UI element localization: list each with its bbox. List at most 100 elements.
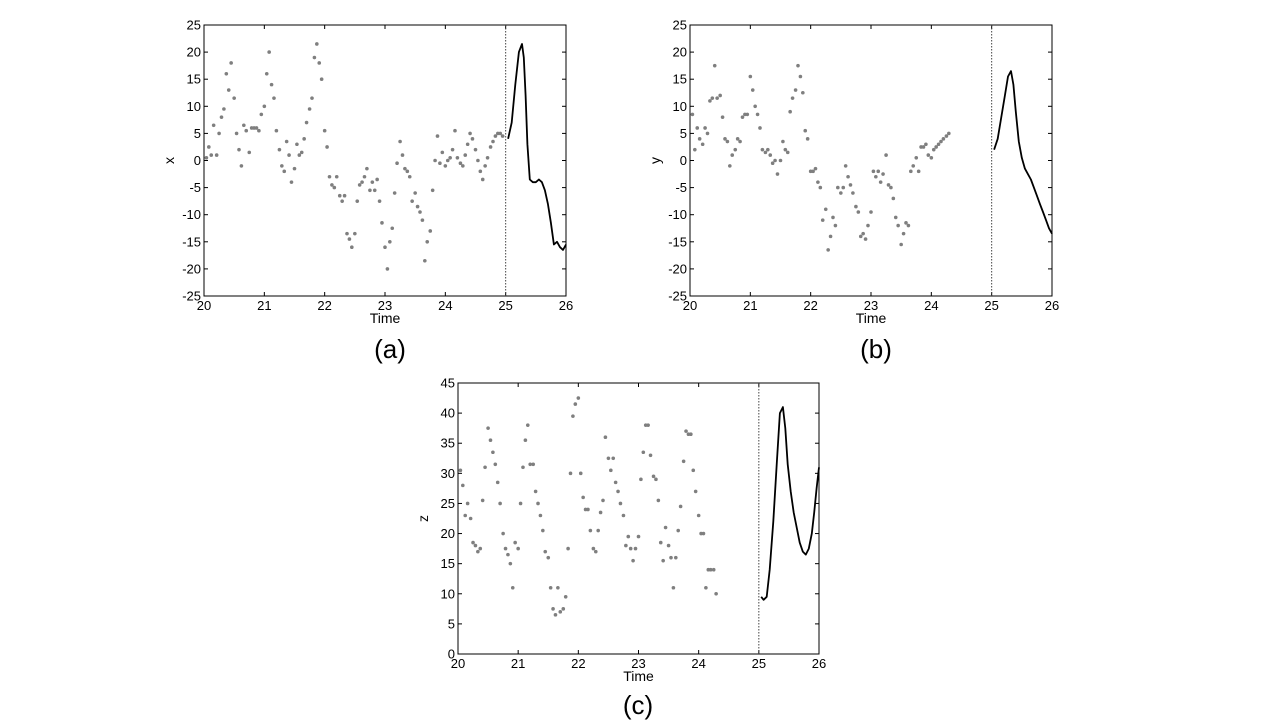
data-point — [264, 71, 269, 76]
data-point — [876, 169, 881, 174]
data-point — [299, 150, 304, 155]
data-point — [803, 128, 808, 133]
data-point — [790, 96, 795, 100]
data-point — [906, 223, 911, 228]
data-point — [798, 74, 803, 79]
data-point — [641, 450, 646, 455]
data-point — [581, 495, 585, 500]
y-tick-label: 35 — [441, 436, 455, 451]
data-point — [425, 240, 430, 244]
data-point — [501, 531, 505, 536]
data-point — [936, 142, 941, 147]
data-point — [307, 107, 312, 111]
data-point — [287, 153, 291, 157]
data-point — [616, 489, 620, 494]
data-point — [558, 610, 563, 614]
data-point — [874, 174, 878, 179]
data-point — [571, 414, 575, 418]
data-point — [811, 169, 815, 174]
data-point — [916, 169, 921, 174]
data-point — [470, 137, 475, 141]
forecast-line — [507, 43, 567, 251]
data-point — [536, 501, 540, 506]
data-point — [390, 226, 395, 231]
data-point — [418, 210, 422, 214]
data-point — [516, 546, 520, 551]
y-tick-label: -20 — [182, 261, 201, 276]
x-axis-label: Time — [370, 310, 401, 326]
data-point — [671, 585, 676, 590]
data-point — [785, 150, 790, 155]
data-point — [513, 540, 517, 545]
data-point — [697, 137, 702, 141]
x-tick-label: 22 — [803, 298, 817, 313]
data-point — [703, 126, 707, 130]
data-point — [603, 435, 608, 440]
data-point — [624, 543, 628, 548]
data-point — [284, 139, 289, 144]
data-point — [828, 234, 833, 239]
data-point — [468, 131, 472, 136]
data-point — [319, 77, 324, 81]
data-point — [689, 432, 693, 436]
y-tick-label: 5 — [448, 616, 455, 631]
data-point — [856, 210, 861, 214]
data-point — [269, 82, 274, 87]
data-point — [768, 153, 773, 157]
data-point — [633, 546, 638, 551]
data-point — [931, 147, 936, 152]
data-point — [738, 139, 742, 144]
data-point — [523, 438, 528, 443]
y-tick-label: -25 — [668, 289, 687, 304]
y-tick-label: 20 — [187, 45, 201, 60]
data-point — [904, 221, 908, 225]
data-point — [934, 145, 938, 149]
data-point — [295, 142, 299, 147]
data-point — [310, 96, 314, 100]
data-point — [355, 199, 360, 203]
data-point — [541, 528, 545, 533]
forecast-line — [993, 70, 1053, 235]
x-tick-label: 26 — [812, 656, 826, 671]
data-point — [606, 456, 611, 461]
data-point — [480, 498, 485, 503]
x-tick-label: 24 — [691, 656, 705, 671]
data-point — [375, 177, 379, 182]
data-point — [618, 501, 623, 506]
data-point — [383, 245, 387, 250]
y-tick-label: 5 — [680, 126, 687, 141]
data-point — [485, 155, 490, 160]
y-tick-label: 20 — [673, 45, 687, 60]
data-point — [317, 61, 322, 65]
data-point — [214, 153, 219, 157]
data-point — [493, 134, 498, 138]
data-point — [648, 453, 653, 458]
y-axis-label: x — [161, 157, 177, 164]
data-point — [690, 112, 695, 117]
data-point — [899, 242, 903, 247]
data-point — [676, 528, 681, 533]
y-tick-label: 0 — [194, 153, 201, 168]
data-point — [796, 63, 800, 68]
data-point — [611, 456, 616, 461]
data-point — [407, 174, 412, 179]
y-tick-label: 10 — [441, 586, 455, 601]
data-point — [334, 174, 339, 179]
data-point — [488, 145, 493, 149]
data-point — [327, 174, 332, 179]
panel-caption: (c) — [623, 690, 653, 720]
data-point — [866, 223, 870, 228]
data-point — [878, 180, 883, 184]
data-point — [651, 474, 656, 479]
data-point — [758, 126, 762, 130]
data-point — [224, 71, 229, 76]
data-point — [613, 480, 618, 485]
data-point — [715, 96, 719, 100]
data-point — [730, 153, 735, 157]
data-point — [325, 145, 329, 149]
data-point — [455, 155, 460, 160]
data-point — [891, 196, 896, 201]
data-point — [714, 591, 718, 596]
data-point — [476, 549, 480, 554]
